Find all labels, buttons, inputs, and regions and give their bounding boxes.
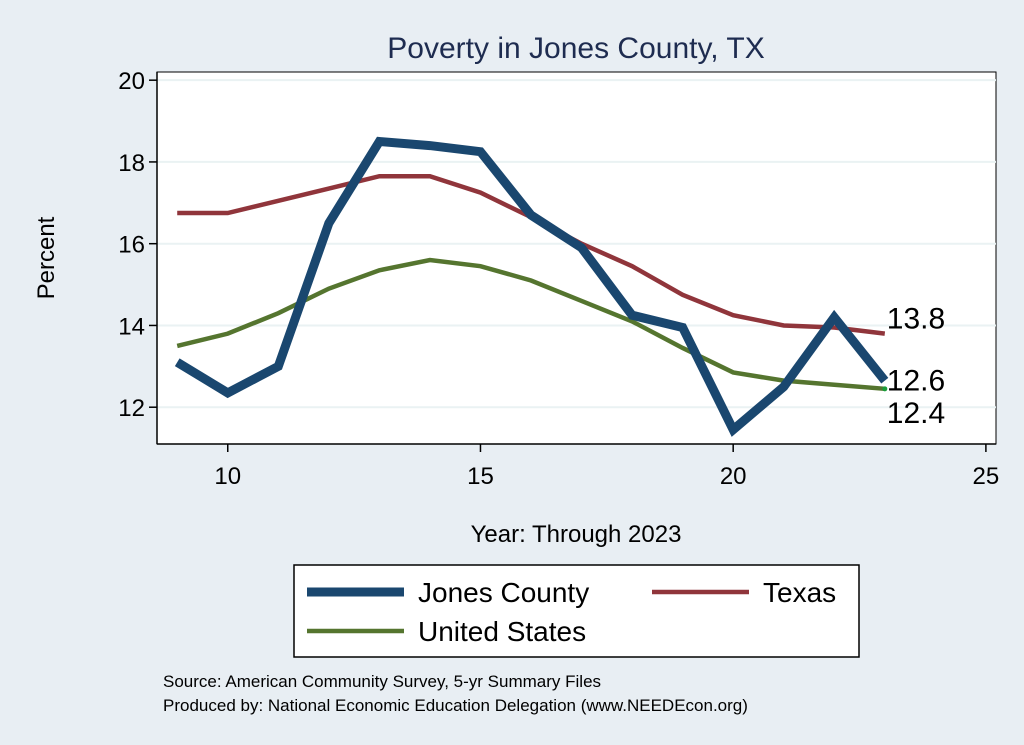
us-endpoint-marker	[882, 386, 888, 392]
end-labels: 12.6 13.8 12.4	[887, 303, 945, 430]
y-tick-label-16: 16	[118, 232, 145, 259]
x-axis-title: Year: Through 2023	[471, 521, 682, 548]
legend-label-texas: Texas	[763, 577, 836, 608]
chart-title: Poverty in Jones County, TX	[387, 32, 764, 65]
y-tick-label-20: 20	[118, 68, 145, 95]
end-label-jones-county: 12.6	[887, 365, 945, 398]
series-group	[174, 136, 889, 437]
x-tick-label-10: 10	[214, 463, 241, 490]
end-label-united-states: 12.4	[887, 397, 945, 430]
y-axis-title: Percent	[33, 216, 60, 299]
x-tick-label-15: 15	[467, 463, 494, 490]
legend-items: Jones County Texas United States	[307, 577, 836, 647]
y-axis-ticks: 12 14 16 18 20	[118, 68, 157, 422]
end-label-texas: 13.8	[887, 303, 945, 336]
x-axis-ticks: 10 15 20 25	[214, 444, 999, 490]
legend-label-united-states: United States	[418, 616, 586, 647]
x-tick-label-25: 25	[973, 463, 1000, 490]
y-tick-label-14: 14	[118, 313, 145, 340]
producer-note: Produced by: National Economic Education…	[163, 696, 748, 715]
y-tick-label-18: 18	[118, 150, 145, 177]
plot-area	[156, 71, 997, 445]
source-note: Source: American Community Survey, 5-yr …	[163, 672, 601, 691]
legend-label-jones-county: Jones County	[418, 577, 589, 608]
y-tick-label-12: 12	[118, 395, 145, 422]
legend	[293, 564, 860, 658]
series-jones-county	[174, 136, 889, 437]
series-united-states	[176, 257, 885, 392]
x-tick-label-20: 20	[720, 463, 747, 490]
